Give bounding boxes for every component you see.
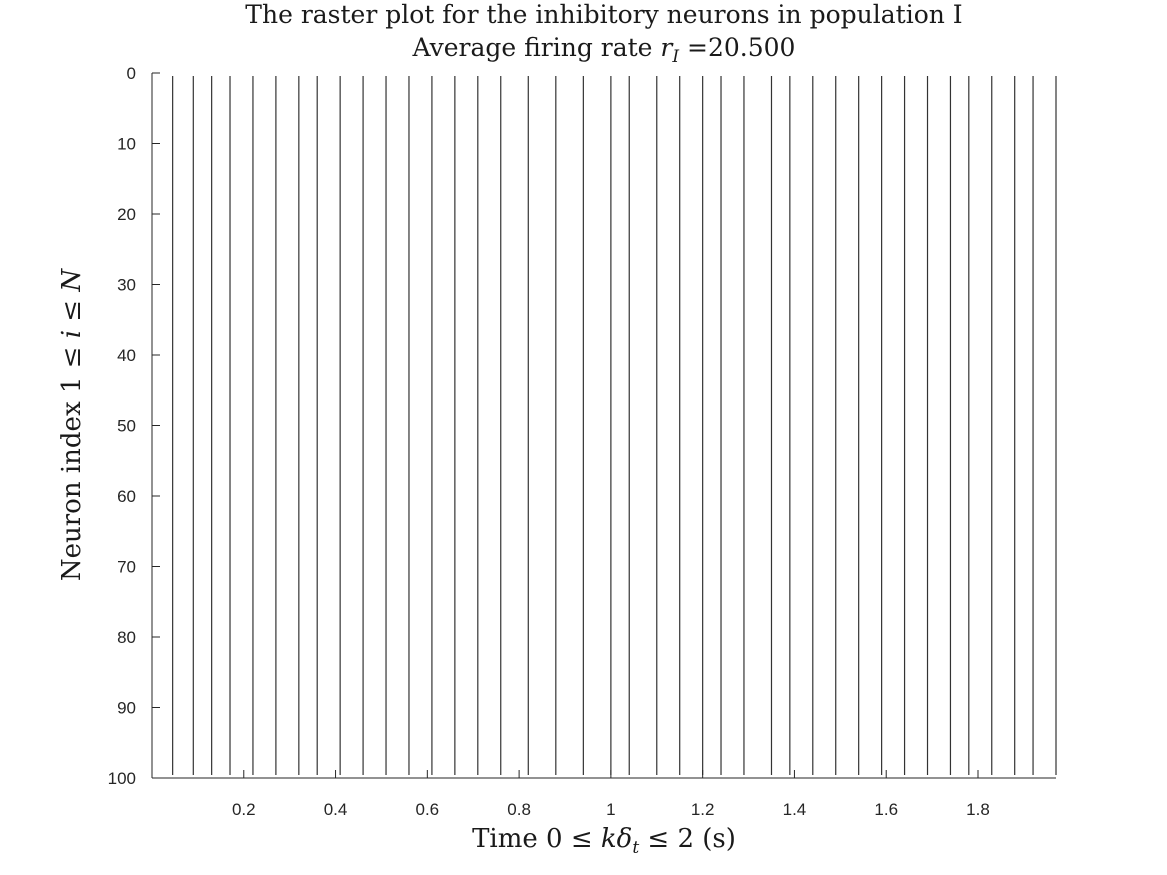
x-axis-ticks: 0.2 0.4 0.6 0.8 1 1.2 1.4 1.6 1.8: [232, 770, 990, 819]
x-tick-label: 0.8: [507, 800, 531, 819]
y-tick-label: 0: [127, 64, 136, 83]
x-tick-label: 0.2: [232, 800, 256, 819]
y-tick-label: 40: [117, 346, 136, 365]
chart-subtitle: Average firing rate rI =20.500: [412, 33, 796, 67]
y-axis-label: Neuron index 1 ≤ i ≤ N: [57, 268, 87, 582]
spike-trains: [172, 76, 1057, 775]
x-tick-label: 1.8: [966, 800, 990, 819]
axes: [151, 73, 1056, 779]
y-tick-label: 80: [117, 628, 136, 647]
y-tick-label: 100: [108, 769, 136, 788]
x-tick-label: 0.4: [324, 800, 348, 819]
x-tick-label: 1: [606, 800, 615, 819]
x-tick-label: 1.2: [691, 800, 715, 819]
x-tick-label: 0.6: [416, 800, 440, 819]
y-axis-ticks: 0 10 20 30 40 50 60 70 80 90 100: [108, 64, 160, 788]
y-tick-label: 50: [117, 417, 136, 436]
chart-title: The raster plot for the inhibitory neuro…: [245, 0, 962, 29]
y-tick-label: 90: [117, 699, 136, 718]
y-tick-label: 30: [117, 276, 136, 295]
x-tick-label: 1.6: [874, 800, 898, 819]
y-tick-label: 20: [117, 205, 136, 224]
y-tick-label: 60: [117, 487, 136, 506]
y-tick-label: 10: [117, 135, 136, 154]
x-axis-label: Time 0 ≤ kδt ≤ 2 (s): [472, 824, 736, 858]
x-tick-label: 1.4: [783, 800, 807, 819]
y-tick-label: 70: [117, 558, 136, 577]
